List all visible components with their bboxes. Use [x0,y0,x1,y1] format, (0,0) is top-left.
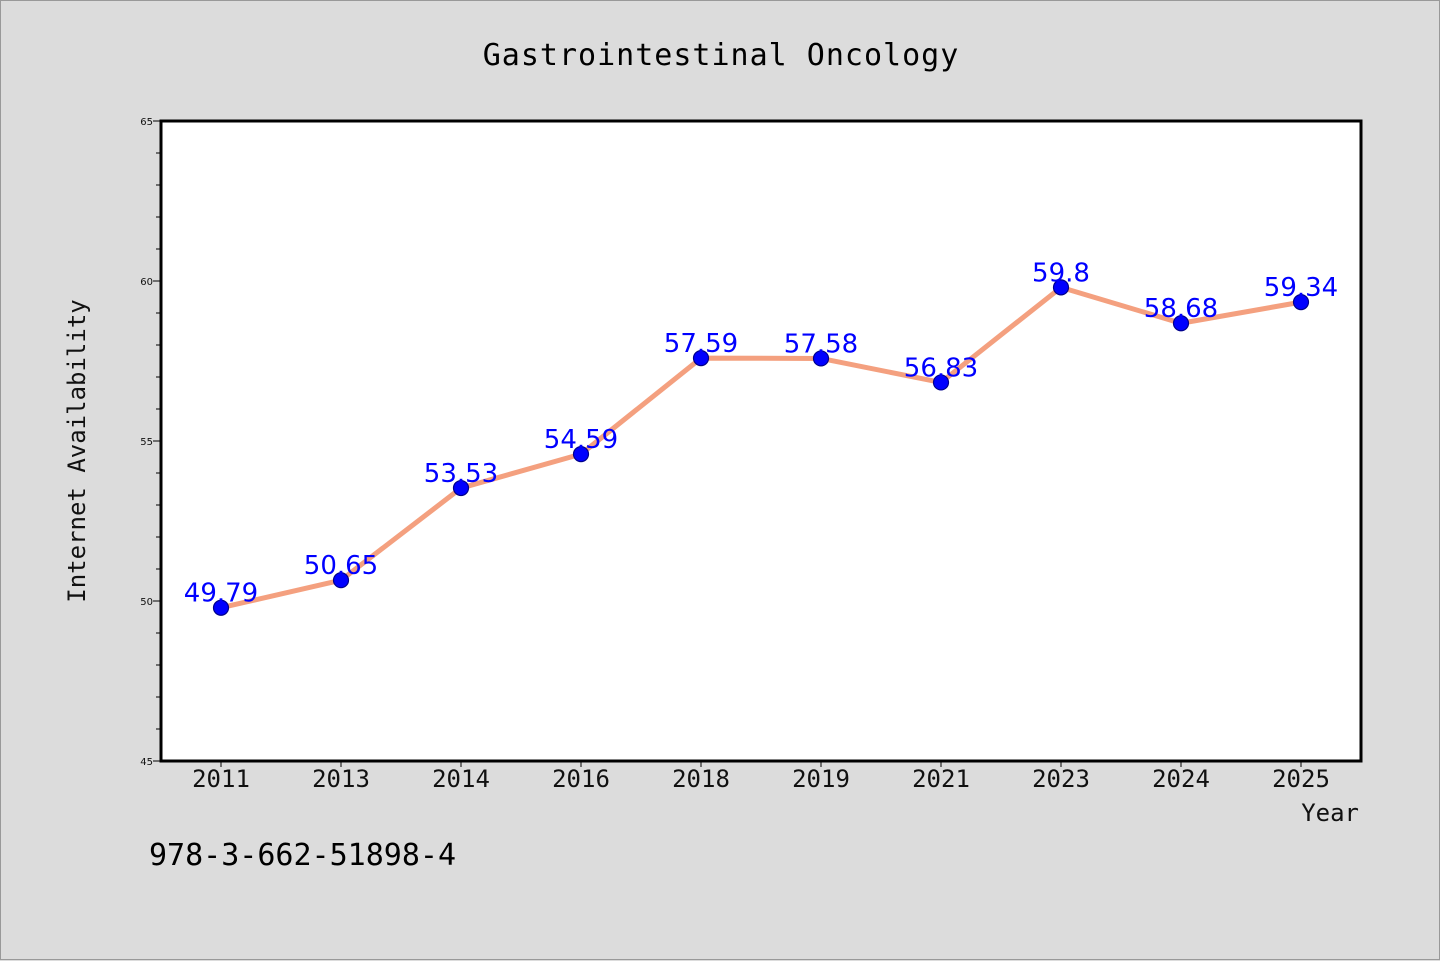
data-point [212,599,230,616]
data-point [1052,279,1070,296]
data-labels-group: 49.79 50.65 53.53 54.59 57.59 57.58 56.83 59.8 5… [184,258,1338,608]
data-label: 59.34 [1264,273,1338,303]
x-tick-label: 2018 [672,765,730,793]
data-label: 57.58 [784,329,858,359]
data-point [1292,294,1310,311]
x-tick-label: 2016 [552,765,610,793]
x-tick-label: 2024 [1152,765,1210,793]
series-line-group [212,279,1310,616]
x-tick-label: 2023 [1032,765,1090,793]
y-axis-label: Internet Availability [63,299,91,602]
y-axis: 45 50 55 60 65 [140,117,161,768]
data-point [1172,315,1190,332]
x-axis: 2011 2013 2014 2016 2018 2019 2021 2023 2024 2025 [192,761,1330,793]
data-label: 50.65 [304,551,378,581]
x-axis-label: Year [1301,799,1359,827]
plot-area [159,119,1363,763]
x-tick-label: 2011 [192,765,250,793]
data-label: 59.8 [1032,258,1090,288]
data-label: 49.79 [184,579,258,609]
y-tick-label: 60 [140,277,153,288]
data-point [932,374,950,391]
series-line [220,284,1302,611]
data-label: 57.59 [664,329,738,359]
x-tick-label: 2014 [432,765,490,793]
x-tick-label: 2021 [912,765,970,793]
data-label: 53.53 [424,459,498,489]
data-label: 56.83 [904,353,978,383]
data-label: 58.68 [1144,294,1218,324]
data-point [332,572,350,589]
x-tick-label: 2019 [792,765,850,793]
data-label: 54.59 [544,425,618,455]
isbn-annotation: 978-3-662-51898-4 [149,838,456,873]
data-point [692,350,710,367]
x-tick-label: 2025 [1272,765,1330,793]
x-tick-label: 2013 [312,765,370,793]
y-tick-label: 55 [140,437,153,448]
chart-title: Gastrointestinal Oncology [483,38,960,73]
y-tick-label: 45 [140,757,153,768]
y-tick-label: 65 [140,117,153,128]
y-tick-label: 50 [140,597,153,608]
data-point [452,479,470,497]
data-point [812,350,830,367]
data-point [572,446,590,463]
